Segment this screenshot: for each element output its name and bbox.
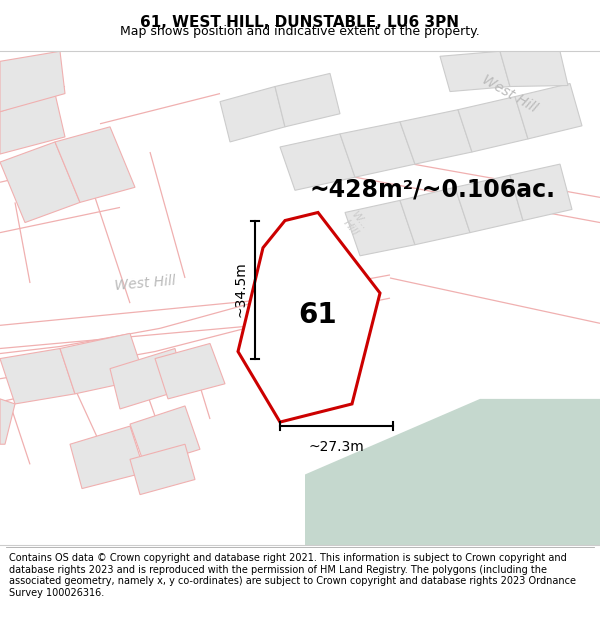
- Polygon shape: [340, 122, 415, 177]
- Polygon shape: [0, 288, 600, 356]
- Polygon shape: [400, 110, 472, 164]
- Polygon shape: [0, 142, 80, 222]
- Polygon shape: [515, 84, 582, 139]
- Polygon shape: [130, 444, 195, 494]
- Text: ~428m²/~0.106ac.: ~428m²/~0.106ac.: [310, 177, 556, 201]
- Text: West Hill: West Hill: [480, 72, 540, 115]
- Polygon shape: [0, 258, 600, 349]
- Polygon shape: [110, 349, 185, 409]
- Polygon shape: [0, 51, 65, 112]
- Text: Map shows position and indicative extent of the property.: Map shows position and indicative extent…: [120, 25, 480, 38]
- Text: W...
Hill: W... Hill: [340, 210, 370, 239]
- Polygon shape: [70, 426, 145, 489]
- Text: West Hill: West Hill: [114, 273, 176, 292]
- Polygon shape: [55, 127, 135, 202]
- Text: 61: 61: [299, 301, 337, 329]
- Polygon shape: [500, 51, 568, 86]
- Polygon shape: [130, 406, 200, 466]
- Polygon shape: [0, 399, 15, 444]
- Polygon shape: [345, 201, 415, 256]
- Polygon shape: [275, 73, 340, 127]
- Polygon shape: [155, 344, 225, 399]
- Polygon shape: [510, 164, 572, 221]
- Text: 61, WEST HILL, DUNSTABLE, LU6 3PN: 61, WEST HILL, DUNSTABLE, LU6 3PN: [140, 16, 460, 31]
- Text: ~34.5m: ~34.5m: [233, 262, 247, 318]
- Polygon shape: [220, 86, 285, 142]
- Polygon shape: [0, 349, 75, 404]
- Polygon shape: [238, 213, 380, 422]
- Polygon shape: [60, 333, 145, 394]
- Polygon shape: [455, 175, 523, 232]
- Polygon shape: [458, 97, 528, 152]
- Polygon shape: [0, 94, 65, 154]
- Text: Contains OS data © Crown copyright and database right 2021. This information is : Contains OS data © Crown copyright and d…: [9, 553, 576, 598]
- Text: ~27.3m: ~27.3m: [308, 440, 364, 454]
- Polygon shape: [380, 51, 600, 187]
- Polygon shape: [440, 51, 510, 91]
- Polygon shape: [400, 188, 470, 245]
- Polygon shape: [305, 399, 600, 545]
- Polygon shape: [280, 134, 355, 190]
